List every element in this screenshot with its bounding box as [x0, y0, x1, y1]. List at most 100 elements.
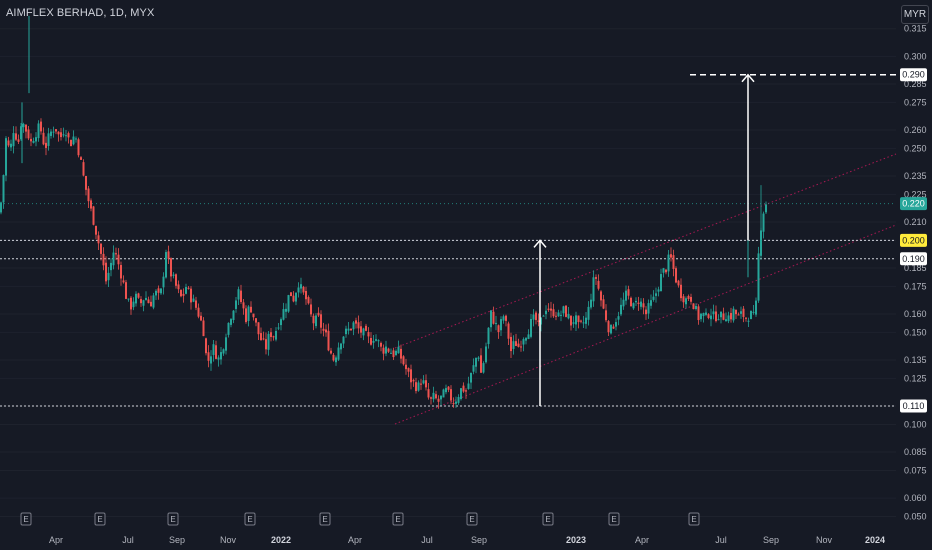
candle-body	[150, 301, 152, 307]
candle	[762, 211, 765, 239]
candle	[422, 375, 425, 385]
price-tag-level: 0.190	[900, 252, 927, 266]
candle	[552, 303, 555, 318]
candle-body	[417, 382, 420, 391]
price-tag-bg	[900, 197, 927, 211]
candle-body	[427, 389, 430, 398]
candle	[17, 134, 20, 144]
candle	[657, 286, 660, 297]
candle-body	[592, 277, 595, 302]
candle	[172, 272, 175, 279]
candle	[110, 258, 112, 277]
candle-body	[387, 348, 390, 352]
candle	[645, 306, 647, 320]
candle-body	[220, 352, 222, 360]
candle	[435, 390, 437, 400]
candle	[510, 332, 512, 358]
candle-body	[607, 321, 610, 333]
candle	[470, 372, 472, 390]
candle-body	[15, 133, 17, 140]
candle	[725, 312, 727, 322]
candle	[577, 315, 580, 329]
candle-body	[360, 326, 362, 333]
candle-body	[340, 343, 342, 350]
candle	[210, 350, 212, 371]
candle	[417, 380, 420, 392]
y-tick-label: 0.175	[904, 281, 927, 291]
candle-body	[750, 310, 752, 320]
candle-body	[567, 313, 570, 319]
candle	[505, 314, 507, 327]
candle-body	[47, 133, 50, 146]
candle-body	[357, 322, 360, 329]
earnings-label: E	[469, 515, 474, 524]
candle-body	[197, 307, 200, 317]
candle	[287, 294, 290, 313]
candle-body	[562, 306, 565, 314]
candle	[192, 294, 195, 303]
candle	[165, 249, 167, 279]
candle-body	[437, 398, 440, 402]
candle	[77, 137, 80, 158]
candle-body	[450, 389, 452, 401]
candle-body	[380, 342, 382, 347]
candle	[7, 136, 10, 148]
candle	[130, 296, 132, 315]
currency-button[interactable]: MYR	[901, 5, 929, 24]
candle-body	[487, 327, 490, 345]
candle	[705, 308, 707, 317]
candle-body	[577, 315, 580, 323]
candle	[660, 268, 662, 292]
candle-body	[125, 282, 127, 299]
candle-body	[40, 121, 42, 132]
candle	[495, 315, 497, 331]
x-tick-label: 2023	[566, 535, 586, 545]
candle	[200, 312, 202, 322]
candle-body	[717, 319, 720, 321]
candle	[732, 306, 735, 323]
candle	[162, 272, 165, 295]
candle-body	[205, 338, 207, 354]
candle	[592, 270, 595, 307]
candle-body	[210, 356, 212, 364]
candle-body	[247, 306, 250, 321]
price-axis[interactable]: 0.050 0.060 0.075 0.085 0.100 0.110 0.125 0.135…	[904, 24, 927, 522]
candle-body	[137, 293, 140, 298]
candle-body	[122, 280, 125, 283]
candle	[550, 301, 552, 318]
candle	[512, 335, 515, 355]
candle	[57, 131, 60, 142]
earnings-box	[319, 512, 331, 526]
candle	[342, 336, 345, 348]
candle-body	[617, 316, 620, 320]
candle	[292, 291, 295, 303]
candle-body	[462, 385, 465, 392]
candle	[630, 296, 632, 307]
earnings-marker: E	[608, 512, 620, 526]
candle-body	[195, 300, 197, 308]
candle-body	[597, 280, 600, 289]
candle-body	[155, 290, 157, 296]
earnings-label: E	[395, 515, 400, 524]
candle-body	[212, 344, 215, 355]
candle	[430, 396, 432, 405]
candle	[80, 155, 82, 160]
candle	[472, 358, 475, 375]
candle	[650, 294, 652, 309]
time-axis[interactable]: Apr Jul Sep Nov 2022 Apr Jul Sep 2023 Apr Jul Sep No…	[49, 535, 885, 545]
candle	[195, 296, 197, 311]
candle-body	[457, 397, 460, 403]
candle	[675, 266, 677, 284]
candle	[185, 283, 187, 295]
candle	[425, 374, 427, 391]
candle	[37, 120, 40, 142]
x-tick-label: Jul	[122, 535, 134, 545]
candle	[297, 282, 300, 298]
candle	[47, 127, 50, 151]
candle-body	[10, 143, 12, 148]
candle	[395, 349, 397, 357]
candle	[707, 313, 710, 320]
candle-body	[490, 310, 492, 328]
candle	[585, 311, 587, 329]
